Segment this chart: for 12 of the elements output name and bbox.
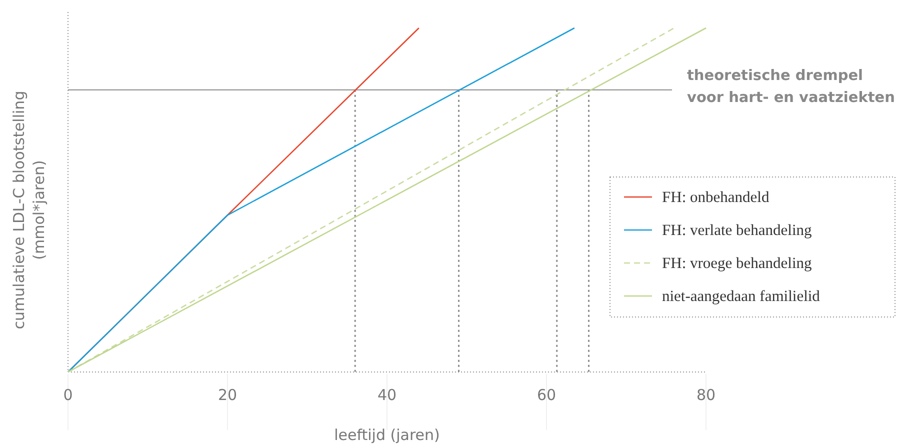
legend-label: niet-aangedaan familielid: [662, 288, 820, 305]
x-tick-label: 40: [377, 386, 397, 404]
x-tick-label: 20: [218, 386, 238, 404]
legend-label: FH: vroege behandeling: [662, 255, 812, 272]
x-tick-label: 80: [696, 386, 716, 404]
x-tick-label: 60: [536, 386, 556, 404]
x-axis-title: leeftijd (jaren): [334, 426, 440, 444]
ref-line-label: theoretische drempel voor hart- en vaatziekten: [687, 68, 895, 106]
legend-label: FH: verlate behandeling: [662, 222, 812, 239]
legend-label: FH: onbehandeld: [662, 189, 770, 206]
x-tick-label: 0: [63, 386, 73, 404]
y-axis-title: cumulatieve LDL-C blootstelling (mmol*jaren): [10, 90, 48, 330]
